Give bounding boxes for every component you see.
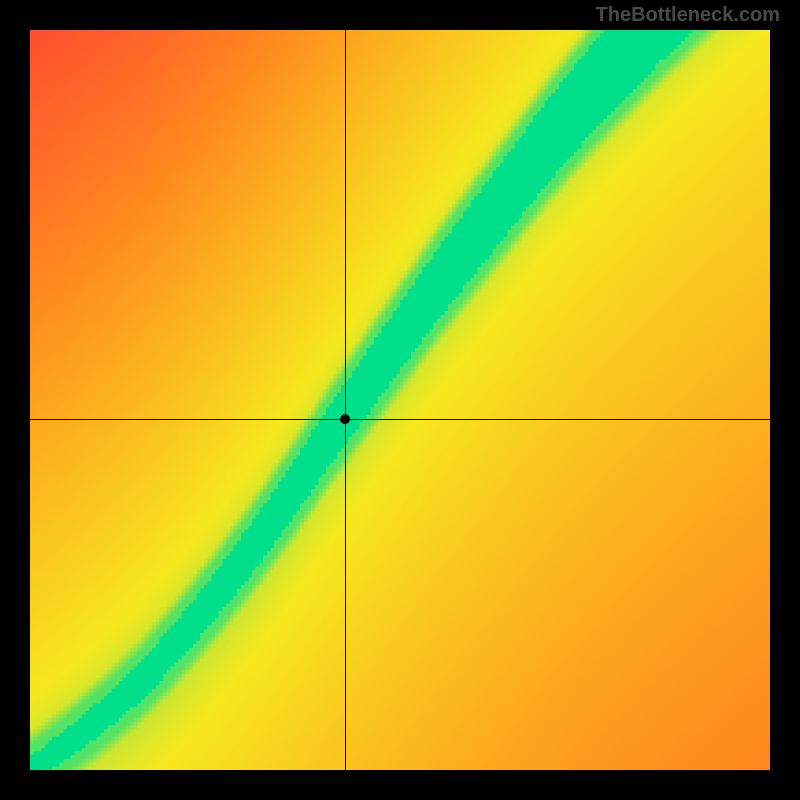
heatmap-canvas [30,30,770,770]
chart-container: TheBottleneck.com [0,0,800,800]
crosshair-marker [340,414,350,424]
crosshair-vertical [345,30,346,770]
watermark-text: TheBottleneck.com [596,4,780,27]
crosshair-horizontal [30,419,770,420]
plot-area [30,30,770,770]
